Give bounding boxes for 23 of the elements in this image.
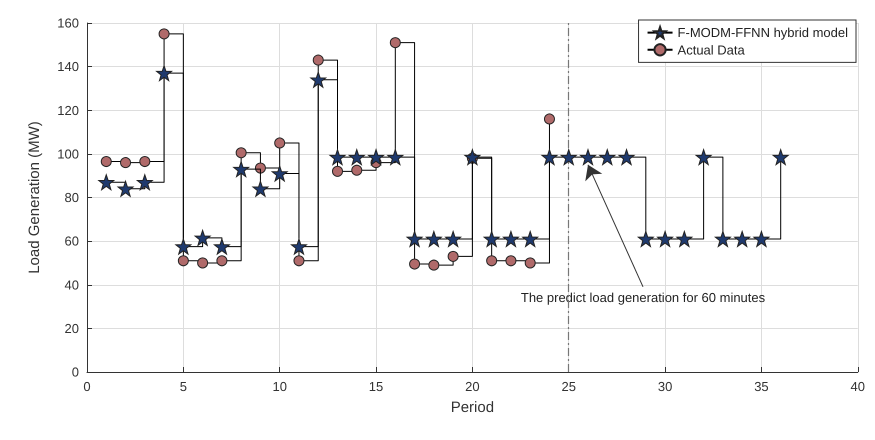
y-tick-label: 20 (64, 320, 79, 336)
x-tick-label: 0 (83, 379, 91, 394)
x-axis-title: Period (450, 399, 494, 416)
x-tick-label: 10 (272, 379, 287, 394)
x-tick-label: 35 (754, 379, 769, 394)
x-tick-label: 25 (561, 379, 576, 394)
y-tick-label: 140 (57, 59, 79, 74)
y-tick-label: 60 (64, 234, 79, 249)
x-tick-label: 20 (465, 379, 480, 394)
y-tick-label: 120 (57, 102, 79, 118)
legend-label: Actual Data (678, 42, 746, 58)
y-tick-label: 80 (64, 190, 79, 205)
y-tick-label: 40 (64, 277, 79, 292)
x-tick-label: 5 (180, 379, 187, 394)
y-tick-label: 100 (57, 146, 79, 162)
x-tick-label: 15 (368, 379, 384, 394)
y-tick-label: 0 (72, 364, 79, 380)
y-tick-label: 160 (57, 16, 79, 30)
y-axis-title: Load Generation (MW) (26, 121, 43, 274)
x-tick-label: 30 (658, 379, 672, 394)
x-tick-label: 40 (850, 379, 866, 394)
annotation: The predict load generation for 60 minutes (520, 290, 766, 305)
legend-label: F-MODM-FFNN hybrid model (678, 25, 848, 40)
